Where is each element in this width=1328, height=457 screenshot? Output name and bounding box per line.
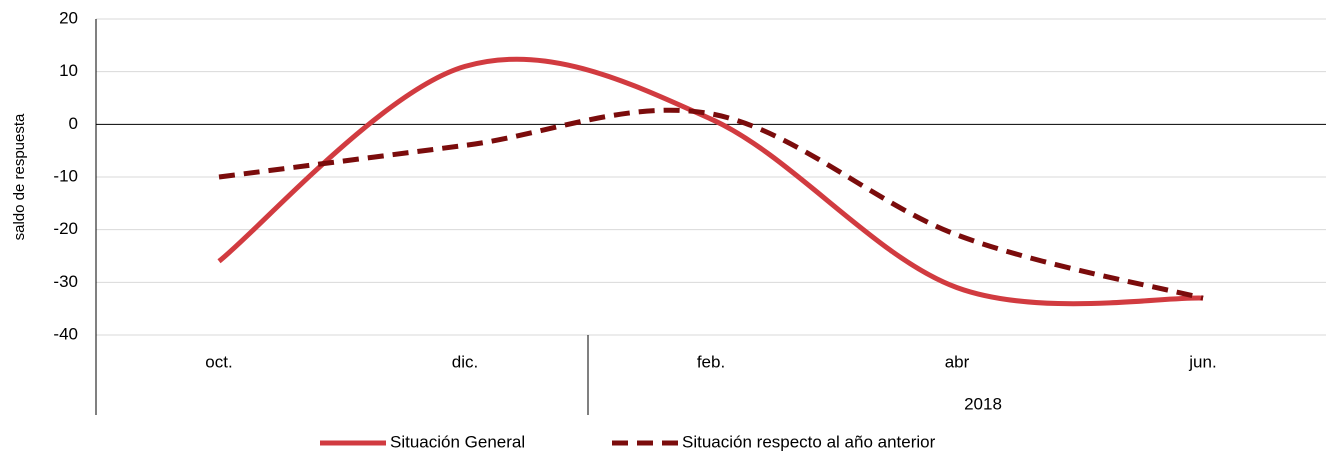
y-tick-label: 20 xyxy=(59,8,78,27)
y-tick-label: -40 xyxy=(53,324,78,343)
group-label: 2018 xyxy=(964,394,1002,413)
legend-label: Situación respecto al año anterior xyxy=(682,432,936,451)
series-line xyxy=(218,107,1204,301)
y-tick-label: -30 xyxy=(53,272,78,291)
y-tick-label: -20 xyxy=(53,219,78,238)
x-tick-label: feb. xyxy=(697,352,725,371)
y-tick-label: -10 xyxy=(53,166,78,185)
series-line xyxy=(217,56,1204,307)
x-tick-label: abr xyxy=(945,352,970,371)
legend-label: Situación General xyxy=(390,432,525,451)
y-axis-label: saldo de respuesta xyxy=(11,113,28,240)
x-tick-label: oct. xyxy=(205,352,232,371)
x-tick-label: jun. xyxy=(1188,352,1216,371)
x-tick-label: dic. xyxy=(452,352,478,371)
y-tick-label: 10 xyxy=(59,61,78,80)
y-tick-label: 0 xyxy=(69,114,78,133)
